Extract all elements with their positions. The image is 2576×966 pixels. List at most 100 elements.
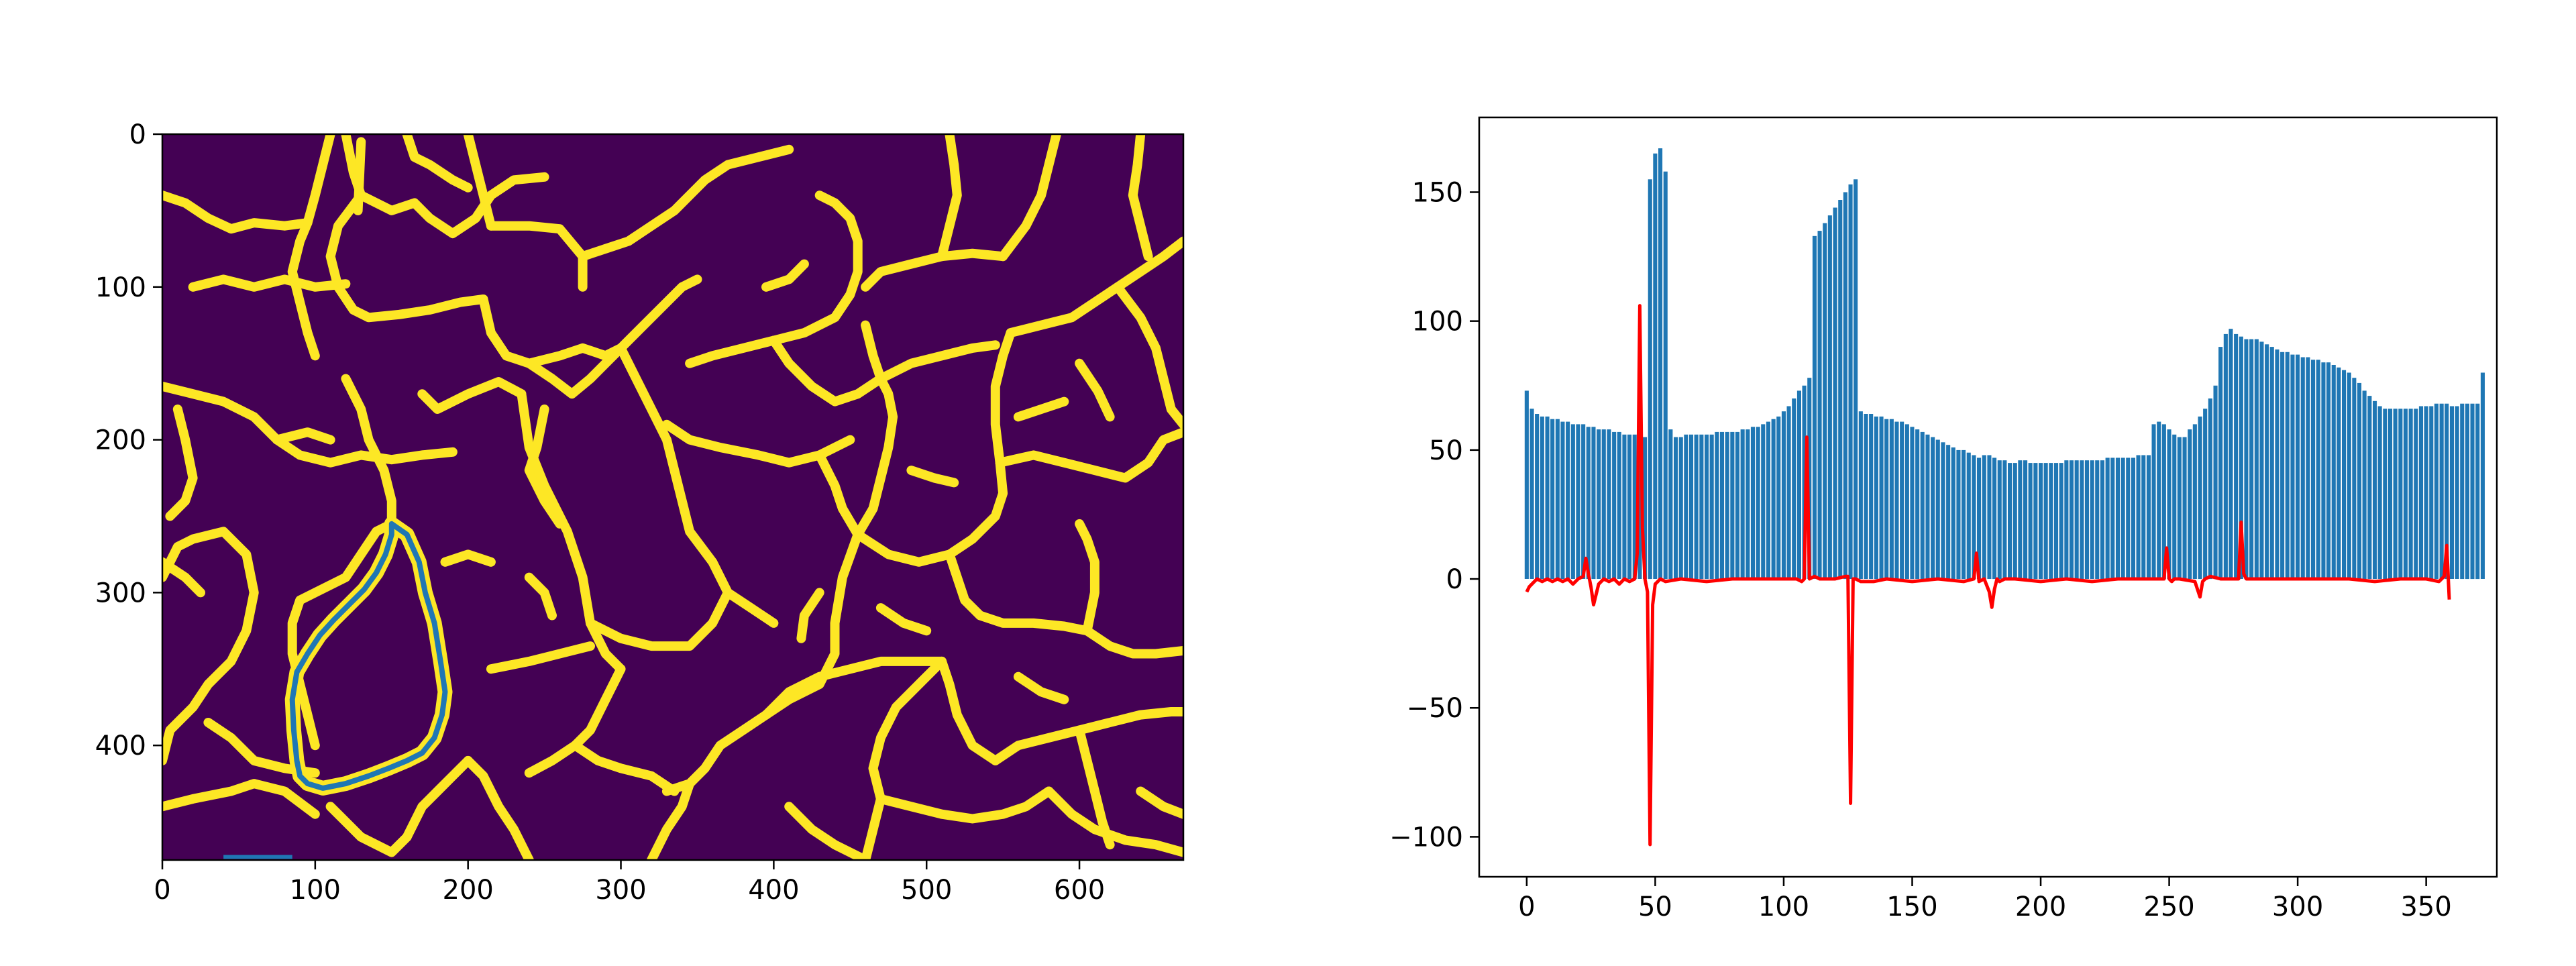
bar	[2121, 458, 2125, 580]
y-tick-label: 300	[95, 578, 146, 608]
bar	[2049, 463, 2053, 580]
bar	[1699, 434, 1704, 580]
bar	[1638, 437, 1642, 579]
signal-y-axis: −100 −50 0 50 100 150	[1389, 177, 1479, 853]
bar	[1550, 419, 1555, 579]
bar	[2367, 396, 2372, 579]
bar	[2290, 354, 2295, 579]
bar	[1591, 427, 1596, 580]
crack-segment	[853, 458, 1008, 567]
crack-segment	[524, 664, 626, 778]
x-tick-label: 400	[748, 875, 799, 906]
bar	[2151, 424, 2156, 579]
bar	[1730, 431, 1735, 579]
bar	[2018, 460, 2023, 579]
x-tick-label: 600	[1054, 875, 1105, 906]
bar	[1900, 421, 1904, 580]
bar	[1817, 231, 1822, 580]
bar	[1581, 424, 1586, 579]
bar	[1540, 416, 1544, 580]
bar	[2480, 372, 2485, 579]
crack-segment	[162, 779, 320, 819]
bar	[1709, 434, 1714, 580]
bar	[2136, 455, 2141, 579]
signal-bar-panel: 0 50 100 150 200 250 300 350 −100 −50 0 50 100 150	[1389, 116, 2498, 922]
bar	[2054, 463, 2059, 580]
bar	[2192, 424, 2197, 579]
bar	[2377, 406, 2382, 579]
bar	[1555, 419, 1560, 579]
bar-series	[1524, 148, 2485, 580]
bar	[1597, 429, 1601, 579]
bar	[2424, 406, 2428, 579]
crack-segment	[784, 802, 871, 860]
bar	[1786, 406, 1791, 579]
bar	[1678, 437, 1683, 579]
y-tick-label: 50	[1429, 435, 1463, 466]
crack-segment	[162, 191, 313, 234]
bar	[1894, 421, 1899, 580]
bar	[1586, 427, 1591, 580]
crack-segment	[1075, 725, 1115, 850]
x-tick-label: 250	[2143, 892, 2194, 922]
bar	[2331, 365, 2336, 579]
bar	[1653, 153, 1658, 580]
crack-segment	[165, 405, 198, 521]
crack-network	[162, 134, 1183, 860]
highlight-contour-line	[289, 521, 448, 791]
bar	[2172, 434, 2177, 580]
crack-segment	[1013, 672, 1069, 704]
crack-image-background	[162, 134, 1183, 860]
crack-segment	[578, 144, 794, 262]
bar	[1601, 429, 1606, 579]
bar	[2342, 370, 2347, 579]
bar	[2105, 458, 2110, 580]
bar	[1925, 434, 1930, 580]
bar	[2100, 460, 2104, 579]
crack-segment	[440, 549, 496, 567]
bar	[2198, 416, 2202, 580]
bar	[1992, 458, 1997, 580]
bar	[2008, 463, 2012, 580]
crack-segment	[945, 549, 1092, 636]
bar	[2269, 347, 2274, 579]
x-tick-label: 100	[290, 875, 341, 906]
bar	[1740, 429, 1745, 579]
crack-segment	[761, 656, 947, 720]
bar	[2157, 421, 2161, 580]
bar	[1617, 431, 1621, 579]
bar	[1576, 424, 1580, 579]
bar	[1941, 442, 1945, 579]
bar	[2265, 344, 2269, 580]
bar	[2023, 460, 2028, 579]
bar	[1823, 223, 1827, 580]
bar	[1962, 449, 1966, 580]
bar	[2306, 357, 2310, 580]
crack-segment	[463, 134, 496, 231]
bar	[2373, 400, 2377, 579]
bar	[2012, 463, 2017, 580]
x-tick-label: 50	[1638, 892, 1672, 922]
bar	[1946, 445, 1951, 580]
bar	[2285, 352, 2290, 580]
bar	[2414, 409, 2418, 579]
bar	[1920, 431, 1925, 579]
bar	[1869, 414, 1874, 579]
bar	[2141, 455, 2146, 579]
crack-segment	[990, 707, 1183, 765]
bar	[2039, 463, 2043, 580]
bar	[1761, 424, 1766, 579]
bar	[2161, 424, 2166, 579]
bar	[1874, 416, 1878, 580]
crack-segment	[1006, 236, 1183, 338]
crack-segment	[1113, 282, 1183, 429]
bar	[1792, 398, 1796, 580]
crack-segment	[1128, 134, 1153, 262]
bar	[2445, 403, 2449, 580]
bar	[2465, 403, 2469, 580]
x-tick-label: 300	[595, 875, 646, 906]
highlighted-contour	[223, 516, 453, 859]
crack-segment	[478, 294, 588, 368]
crack-segment	[570, 741, 680, 796]
